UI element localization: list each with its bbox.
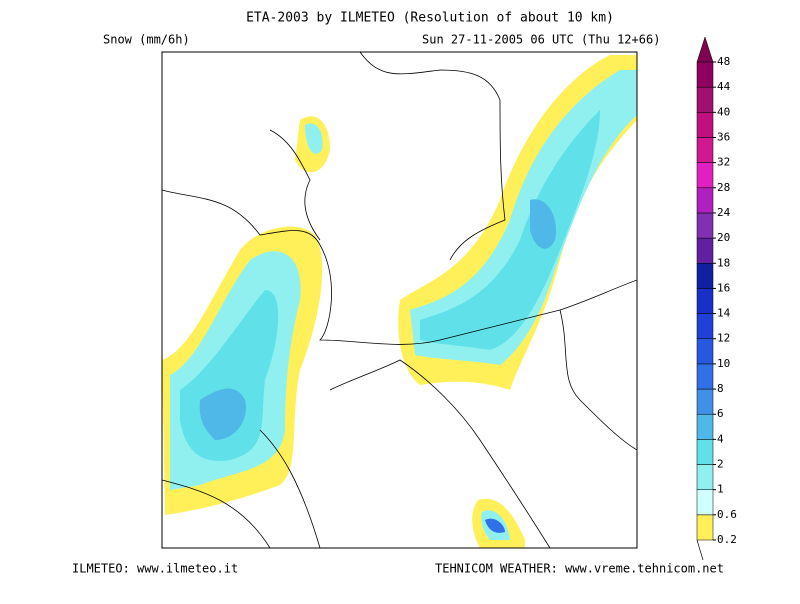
colorbar-band — [696, 439, 714, 465]
colorbar-label: 24 — [717, 206, 731, 219]
colorbar-label: 20 — [717, 231, 730, 244]
colorbar-band — [696, 263, 714, 289]
footer-right: TEHNICOM WEATHER: www.vreme.tehnicom.net — [435, 562, 724, 576]
colorbar-label: 44 — [717, 80, 731, 93]
borders — [161, 51, 638, 549]
colorbar-label: 4 — [717, 432, 724, 445]
colorbar-band — [696, 187, 714, 214]
colorbar-label: 0.2 — [717, 533, 737, 546]
colorbar-label: 14 — [717, 307, 731, 320]
snow-field — [162, 55, 637, 548]
colorbar-label: 40 — [717, 105, 730, 118]
colorbar-band — [696, 86, 714, 113]
colorbar-band — [696, 288, 714, 314]
colorbar-band — [696, 489, 714, 516]
colorbar-label: 48 — [717, 55, 730, 68]
colorbar-label: 36 — [717, 130, 730, 143]
variable-label: Snow (mm/6h) — [103, 33, 190, 47]
colorbar-band — [696, 162, 714, 189]
valid-time: Sun 27-11-2005 06 UTC (Thu 12+66) — [422, 33, 660, 47]
colorbar-arrow — [696, 36, 714, 63]
colorbar-label: 6 — [717, 407, 724, 420]
colorbar-band — [696, 112, 714, 138]
colorbar-label: 10 — [717, 357, 730, 370]
colorbar-label: 28 — [717, 181, 730, 194]
colorbar-bottom-tail — [696, 539, 704, 561]
colorbar-label: 16 — [717, 281, 730, 294]
map — [161, 51, 638, 549]
colorbar-label: 12 — [717, 332, 730, 345]
colorbar-band — [696, 413, 714, 440]
colorbar-band — [696, 388, 714, 415]
colorbar-band — [696, 313, 714, 339]
colorbar-band — [696, 237, 714, 264]
footer-left: ILMETEO: www.ilmeteo.it — [72, 562, 238, 576]
colorbar-label: 8 — [717, 382, 724, 395]
colorbar-band — [696, 61, 714, 88]
colorbar-band — [696, 464, 714, 490]
colorbar-band — [696, 338, 714, 365]
colorbar-label: 2 — [717, 458, 724, 471]
colorbar-label: 0.6 — [717, 508, 737, 521]
colorbar-label: 1 — [717, 483, 724, 496]
title: ETA-2003 by ILMETEO (Resolution of about… — [246, 11, 614, 26]
colorbar-band — [696, 212, 714, 239]
colorbar-label: 32 — [717, 156, 730, 169]
map-frame — [161, 51, 638, 549]
colorbar-band — [696, 137, 714, 163]
colorbar-label: 18 — [717, 256, 730, 269]
colorbar-band — [696, 363, 714, 390]
colorbar-band — [696, 514, 714, 541]
